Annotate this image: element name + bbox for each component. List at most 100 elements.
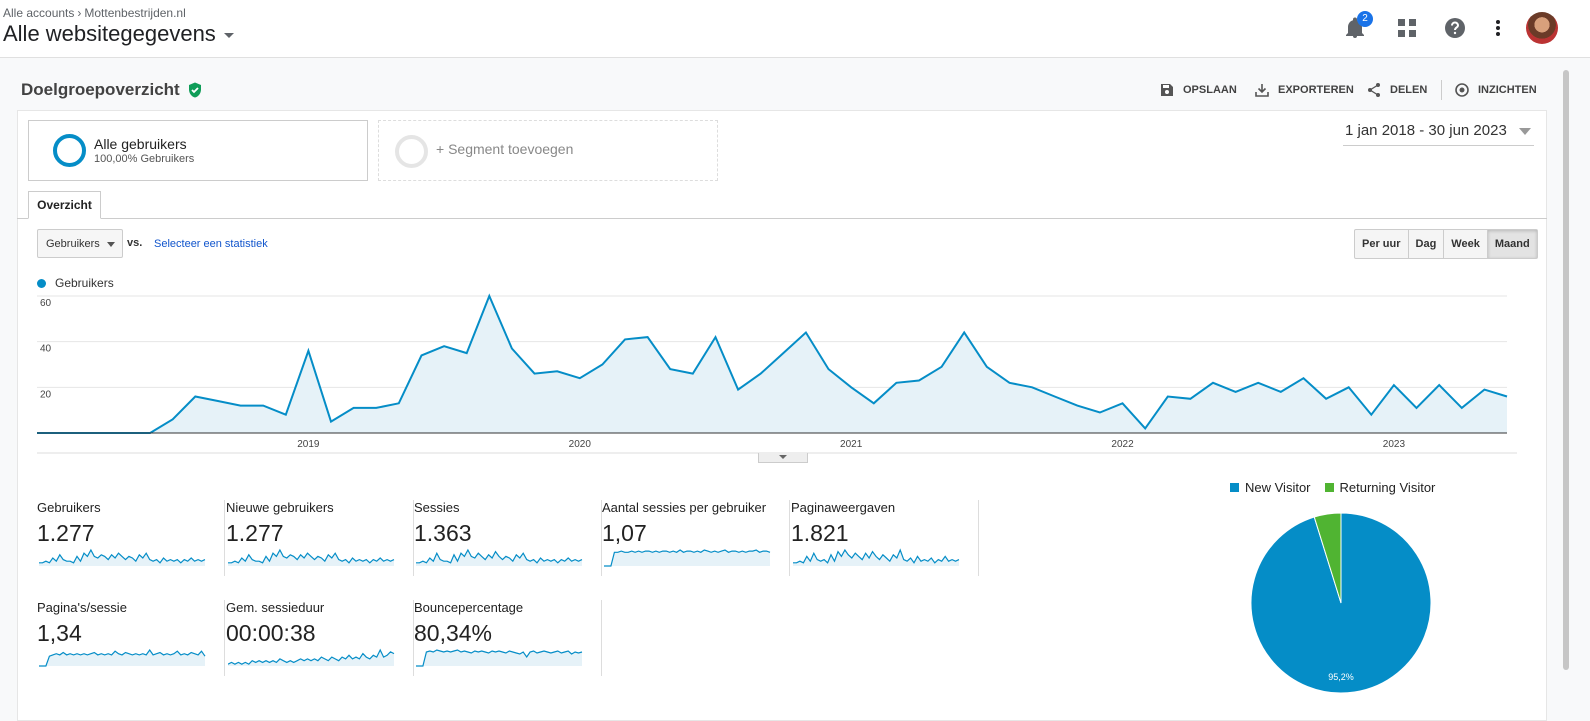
segment-all-users[interactable]: Alle gebruikers 100,00% Gebruikers <box>28 120 368 181</box>
sparkline <box>228 548 395 566</box>
data-point[interactable] <box>1188 397 1192 401</box>
granularity-week[interactable]: Week <box>1444 230 1488 258</box>
data-point[interactable] <box>284 413 288 417</box>
visitor-type-pie[interactable]: 95,2% <box>1250 512 1432 694</box>
granularity-hourly[interactable]: Per uur <box>1355 230 1409 258</box>
data-point[interactable] <box>1347 385 1351 389</box>
data-point[interactable] <box>578 376 582 380</box>
granularity-month[interactable]: Maand <box>1487 230 1537 258</box>
pie-slice[interactable] <box>1313 512 1342 604</box>
caret-down-icon <box>223 33 234 38</box>
scorecard[interactable]: Gem. sessieduur 00:00:38 <box>226 600 414 676</box>
scorecard[interactable]: Nieuwe gebruikers 1.277 <box>226 500 414 576</box>
data-point[interactable] <box>1392 383 1396 387</box>
data-point[interactable] <box>781 351 785 355</box>
data-point[interactable] <box>239 404 243 408</box>
data-point[interactable] <box>374 406 378 410</box>
pie-legend-returning[interactable]: Returning Visitor <box>1324 480 1435 495</box>
data-point[interactable] <box>171 417 175 421</box>
data-point[interactable] <box>1053 395 1057 399</box>
data-point[interactable] <box>940 365 944 369</box>
select-statistic-link[interactable]: Selecteer een statistiek <box>154 238 268 250</box>
data-point[interactable] <box>1482 388 1486 392</box>
data-point[interactable] <box>1143 426 1147 430</box>
scrollbar[interactable] <box>1563 70 1569 670</box>
data-point[interactable] <box>216 399 220 403</box>
data-point[interactable] <box>193 395 197 399</box>
data-point[interactable] <box>894 381 898 385</box>
chart-expand-handle[interactable] <box>758 453 808 463</box>
apps-button[interactable] <box>1393 14 1421 42</box>
data-point[interactable] <box>985 365 989 369</box>
data-point[interactable] <box>1075 404 1079 408</box>
data-point[interactable] <box>329 420 333 424</box>
data-point[interactable] <box>804 331 808 335</box>
data-point[interactable] <box>1369 413 1373 417</box>
data-point[interactable] <box>465 351 469 355</box>
export-button[interactable]: EXPORTEREN <box>1254 82 1354 98</box>
data-point[interactable] <box>1460 406 1464 410</box>
tab-overview[interactable]: Overzicht <box>28 191 101 219</box>
date-range-picker[interactable]: 1 jan 2018 - 30 jun 2023 <box>1343 122 1534 146</box>
metric-select[interactable]: Gebruikers <box>37 229 123 258</box>
data-point[interactable] <box>962 331 966 335</box>
data-point[interactable] <box>827 367 831 371</box>
data-point[interactable] <box>510 347 514 351</box>
data-point[interactable] <box>736 388 740 392</box>
data-point[interactable] <box>1166 395 1170 399</box>
data-point[interactable] <box>442 344 446 348</box>
help-button[interactable] <box>1441 14 1469 42</box>
data-point[interactable] <box>849 385 853 389</box>
scorecard-value: 1.277 <box>37 520 95 546</box>
data-point[interactable] <box>1121 401 1125 405</box>
data-point[interactable] <box>420 353 424 357</box>
property-selector[interactable]: Alle websitegegevens <box>3 21 234 47</box>
data-point[interactable] <box>872 401 876 405</box>
data-point[interactable] <box>1279 390 1283 394</box>
data-point[interactable] <box>1302 376 1306 380</box>
add-segment-button[interactable]: + Segment toevoegen <box>378 120 718 181</box>
scorecard[interactable]: Paginaweergaven 1.821 <box>791 500 979 576</box>
scorecard[interactable]: Aantal sessies per gebruiker 1,07 <box>602 500 790 576</box>
data-point[interactable] <box>555 369 559 373</box>
insights-button[interactable]: INZICHTEN <box>1454 82 1537 98</box>
data-point[interactable] <box>1098 411 1102 415</box>
data-point[interactable] <box>646 335 650 339</box>
data-point[interactable] <box>691 372 695 376</box>
scorecard[interactable]: Gebruikers 1.277 <box>37 500 225 576</box>
data-point[interactable] <box>397 401 401 405</box>
save-button[interactable]: OPSLAAN <box>1159 82 1237 98</box>
users-line-chart[interactable]: 60 40 20 2019 2020 2021 2022 2023 <box>37 292 1517 454</box>
data-point[interactable] <box>668 367 672 371</box>
pie-legend-new[interactable]: New Visitor <box>1230 480 1311 495</box>
data-point[interactable] <box>1211 381 1215 385</box>
granularity-day[interactable]: Dag <box>1409 230 1445 258</box>
more-button[interactable] <box>1484 14 1512 42</box>
data-point[interactable] <box>1324 397 1328 401</box>
scorecard[interactable]: Sessies 1.363 <box>414 500 602 576</box>
data-point[interactable] <box>714 335 718 339</box>
breadcrumb-accounts[interactable]: Alle accounts <box>3 6 75 20</box>
data-point[interactable] <box>533 372 537 376</box>
data-point[interactable] <box>1030 385 1034 389</box>
data-point[interactable] <box>1256 381 1260 385</box>
data-point[interactable] <box>623 337 627 341</box>
data-point[interactable] <box>1234 390 1238 394</box>
share-button[interactable]: DELEN <box>1366 82 1427 98</box>
avatar[interactable] <box>1526 12 1558 44</box>
data-point[interactable] <box>487 294 491 298</box>
data-point[interactable] <box>352 406 356 410</box>
breadcrumb-property[interactable]: Mottenbestrijden.nl <box>84 6 186 20</box>
granularity-toggle: Per uur Dag Week Maand <box>1354 229 1538 259</box>
data-point[interactable] <box>1505 395 1509 399</box>
data-point[interactable] <box>261 404 265 408</box>
data-point[interactable] <box>1415 406 1419 410</box>
scorecard[interactable]: Bouncepercentage 80,34% <box>414 600 602 676</box>
data-point[interactable] <box>759 372 763 376</box>
data-point[interactable] <box>306 349 310 353</box>
scorecard[interactable]: Pagina's/sessie 1,34 <box>37 600 225 676</box>
data-point[interactable] <box>917 379 921 383</box>
data-point[interactable] <box>600 363 604 367</box>
data-point[interactable] <box>1437 383 1441 387</box>
data-point[interactable] <box>1008 381 1012 385</box>
